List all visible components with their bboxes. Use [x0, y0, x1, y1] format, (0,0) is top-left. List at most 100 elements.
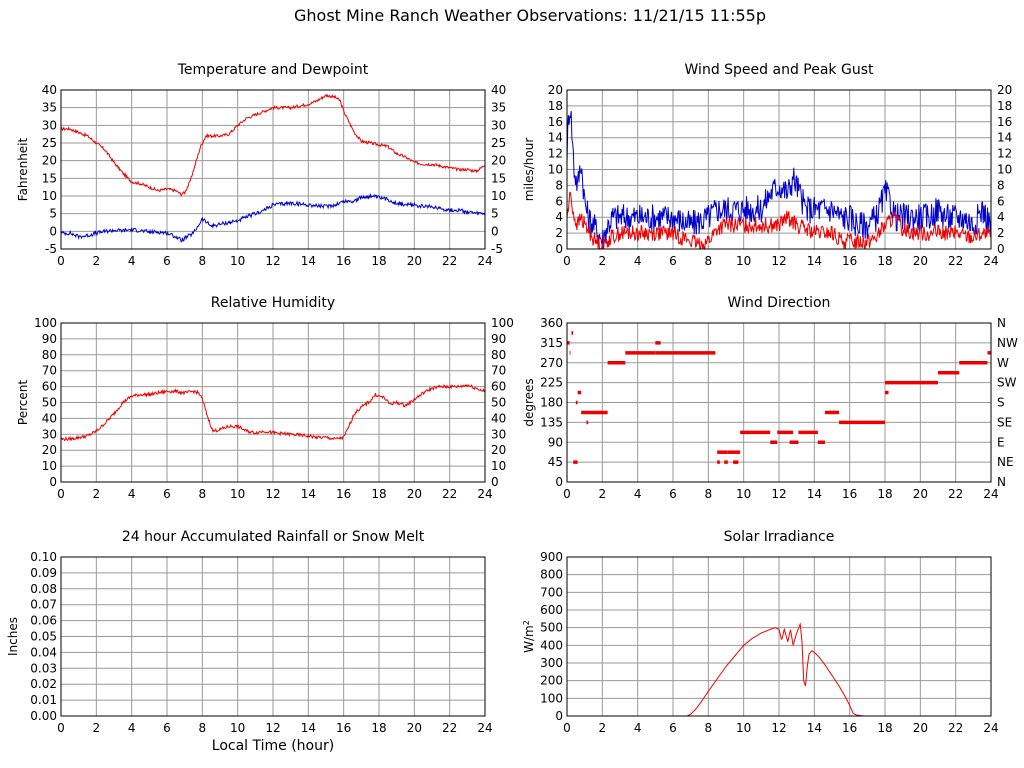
- x-tick-label: 0: [57, 487, 65, 501]
- x-tick-label: 2: [599, 487, 607, 501]
- x-tick-label: 22: [442, 254, 457, 268]
- x-tick-label: 12: [771, 254, 786, 268]
- y-tick-label: 600: [540, 603, 563, 617]
- x-tick-label: 6: [669, 721, 677, 735]
- x-tick-label: 24: [477, 254, 492, 268]
- right-tick-label: 70: [491, 364, 506, 378]
- series-line-wind-speed: [566, 191, 992, 251]
- x-tick-label: 2: [93, 721, 101, 735]
- y-tick-label: 0: [555, 475, 563, 489]
- right-tick-label: 4: [997, 210, 1005, 224]
- y-tick-label: 45: [548, 455, 563, 469]
- x-tick-label: 20: [913, 254, 928, 268]
- x-tick-label: 12: [265, 721, 280, 735]
- y-axis-label-superscript: 2: [522, 620, 531, 625]
- chart-title: Relative Humidity: [211, 295, 335, 311]
- y-axis-label: miles/hour: [522, 138, 536, 202]
- y-axis-label: Fahrenheit: [16, 137, 30, 201]
- x-tick-label: 24: [983, 487, 998, 501]
- x-tick-label: 4: [634, 254, 642, 268]
- right-tick-label: 10: [491, 459, 506, 473]
- x-tick-label: 16: [842, 254, 857, 268]
- x-tick-label: 6: [163, 721, 171, 735]
- y-axis-label: Percent: [16, 380, 30, 425]
- series-line-relative-humidity: [60, 383, 486, 442]
- y-tick-label: 0.05: [30, 630, 57, 644]
- y-tick-label: 400: [540, 638, 563, 652]
- y-tick-label: 180: [540, 396, 563, 410]
- y-tick-label: 0.07: [30, 598, 57, 612]
- page-title: Ghost Mine Ranch Weather Observations: 1…: [294, 6, 766, 25]
- right-tick-label: 14: [997, 131, 1012, 145]
- right-tick-label: 20: [491, 443, 506, 457]
- x-tick-label: 14: [807, 254, 822, 268]
- x-tick-label: 0: [563, 254, 571, 268]
- right-tick-label: 20: [997, 83, 1012, 97]
- right-tick-label: 18: [997, 99, 1012, 113]
- series-line-dewpoint: [60, 192, 486, 243]
- y-tick-label: 20: [548, 83, 563, 97]
- right-tick-label: S: [997, 396, 1005, 410]
- y-axis-label: Inches: [6, 617, 20, 656]
- y-tick-label: 0: [49, 224, 57, 238]
- x-tick-label: 22: [948, 721, 963, 735]
- x-tick-label: 8: [705, 254, 713, 268]
- y-tick-label: 6: [555, 194, 563, 208]
- y-tick-label: 135: [540, 415, 563, 429]
- right-tick-label: 50: [491, 396, 506, 410]
- x-tick-label: 14: [807, 487, 822, 501]
- plot-frame: [60, 89, 486, 250]
- y-tick-label: 500: [540, 621, 563, 635]
- right-tick-label: 0: [491, 475, 499, 489]
- x-tick-label: 22: [442, 487, 457, 501]
- right-tick-label: 10: [491, 189, 506, 203]
- x-tick-label: 22: [948, 487, 963, 501]
- right-tick-label: 40: [491, 83, 506, 97]
- y-axis-label: W/m2: [522, 620, 537, 653]
- y-tick-label: 35: [42, 101, 57, 115]
- x-tick-label: 12: [771, 721, 786, 735]
- y-tick-label: 20: [42, 443, 57, 457]
- right-tick-label: 8: [997, 178, 1005, 192]
- chart-title: Temperature and Dewpoint: [177, 62, 369, 78]
- plot-frame: [566, 322, 992, 483]
- x-tick-label: 12: [265, 254, 280, 268]
- x-tick-label: 0: [57, 721, 65, 735]
- y-tick-label: 60: [42, 380, 57, 394]
- x-tick-label: 12: [771, 487, 786, 501]
- right-tick-label: NW: [997, 336, 1018, 350]
- right-tick-label: 90: [491, 332, 506, 346]
- y-tick-label: 90: [42, 332, 57, 346]
- x-tick-label: 6: [669, 254, 677, 268]
- chart-title: Wind Speed and Peak Gust: [685, 62, 874, 78]
- x-tick-label: 4: [128, 254, 136, 268]
- x-axis-label: Local Time (hour): [212, 738, 334, 754]
- x-tick-label: 4: [128, 487, 136, 501]
- y-axis-label: degrees: [522, 378, 536, 426]
- x-tick-label: 14: [301, 721, 316, 735]
- right-tick-label: 40: [491, 411, 506, 425]
- y-tick-label: 0: [49, 475, 57, 489]
- y-tick-label: -5: [45, 242, 57, 256]
- x-tick-label: 20: [407, 254, 422, 268]
- series-line-peak-gust: [566, 110, 992, 249]
- x-tick-label: 16: [842, 487, 857, 501]
- x-tick-label: 20: [407, 487, 422, 501]
- right-tick-label: N: [997, 316, 1006, 330]
- x-tick-label: 24: [477, 721, 492, 735]
- x-tick-label: 10: [230, 254, 245, 268]
- right-tick-label: 30: [491, 118, 506, 132]
- y-tick-label: 16: [548, 115, 563, 129]
- x-tick-label: 2: [93, 254, 101, 268]
- right-tick-label: 0: [491, 224, 499, 238]
- right-tick-label: 60: [491, 380, 506, 394]
- x-tick-label: 2: [599, 721, 607, 735]
- x-tick-label: 22: [442, 721, 457, 735]
- x-tick-label: 16: [336, 721, 351, 735]
- x-tick-label: 10: [736, 254, 751, 268]
- y-tick-label: 90: [548, 435, 563, 449]
- y-tick-label: 0.03: [30, 661, 57, 675]
